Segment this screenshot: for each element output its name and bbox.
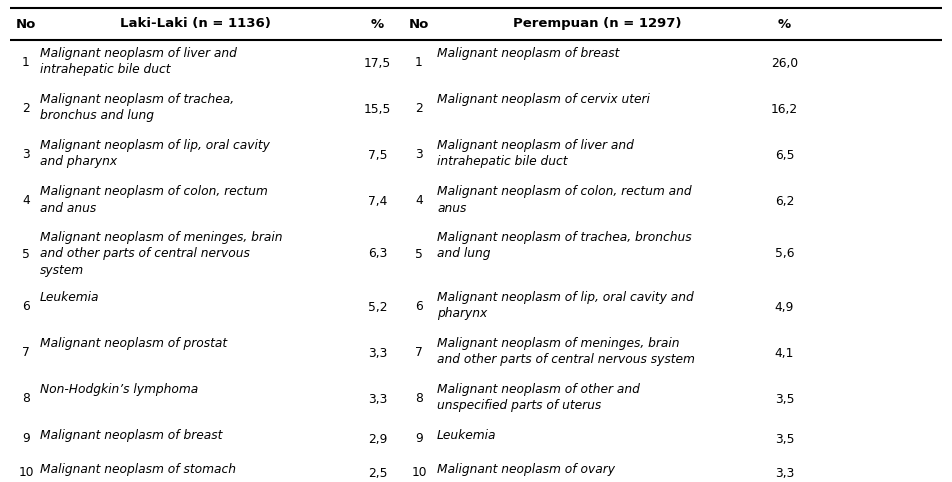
Text: 1: 1 <box>22 56 30 69</box>
Text: Malignant neoplasm of ovary: Malignant neoplasm of ovary <box>437 463 615 476</box>
Text: 15,5: 15,5 <box>364 103 391 116</box>
Text: 7,4: 7,4 <box>367 195 387 207</box>
Text: 16,2: 16,2 <box>771 103 798 116</box>
Text: Malignant neoplasm of colon, rectum
and anus: Malignant neoplasm of colon, rectum and … <box>40 185 268 214</box>
Text: Malignant neoplasm of lip, oral cavity
and pharynx: Malignant neoplasm of lip, oral cavity a… <box>40 139 269 169</box>
Text: 10: 10 <box>411 467 426 480</box>
Text: 7: 7 <box>22 347 30 360</box>
Text: Perempuan (n = 1297): Perempuan (n = 1297) <box>513 17 682 30</box>
Text: Malignant neoplasm of colon, rectum and
anus: Malignant neoplasm of colon, rectum and … <box>437 185 691 214</box>
Text: 4,9: 4,9 <box>775 300 794 313</box>
Text: %: % <box>778 17 791 30</box>
Text: Malignant neoplasm of prostat: Malignant neoplasm of prostat <box>40 337 228 350</box>
Text: 6: 6 <box>22 300 30 313</box>
Text: 3,3: 3,3 <box>367 347 387 360</box>
Text: Malignant neoplasm of breast: Malignant neoplasm of breast <box>437 47 620 60</box>
Text: No: No <box>16 17 36 30</box>
Text: Malignant neoplasm of cervix uteri: Malignant neoplasm of cervix uteri <box>437 93 650 106</box>
Text: 26,0: 26,0 <box>771 56 798 69</box>
Text: 3,3: 3,3 <box>775 467 794 480</box>
Text: Malignant neoplasm of trachea,
bronchus and lung: Malignant neoplasm of trachea, bronchus … <box>40 93 234 122</box>
Text: Non-Hodgkin’s lymphoma: Non-Hodgkin’s lymphoma <box>40 383 198 396</box>
Text: 6: 6 <box>415 300 423 313</box>
Text: 3: 3 <box>22 148 30 161</box>
Text: 3: 3 <box>415 148 423 161</box>
Text: 5,2: 5,2 <box>367 300 387 313</box>
Text: 6,5: 6,5 <box>775 148 794 161</box>
Text: Malignant neoplasm of other and
unspecified parts of uterus: Malignant neoplasm of other and unspecif… <box>437 383 640 413</box>
Text: 7,5: 7,5 <box>367 148 387 161</box>
Text: 2: 2 <box>415 103 423 116</box>
Text: Malignant neoplasm of stomach: Malignant neoplasm of stomach <box>40 463 236 476</box>
Text: Laki-Laki (n = 1136): Laki-Laki (n = 1136) <box>120 17 270 30</box>
Text: No: No <box>408 17 429 30</box>
Text: Leukemia: Leukemia <box>40 291 100 304</box>
Text: 10: 10 <box>18 467 33 480</box>
Text: 4,1: 4,1 <box>775 347 794 360</box>
Text: %: % <box>371 17 384 30</box>
Text: 3,3: 3,3 <box>367 392 387 405</box>
Text: 8: 8 <box>415 392 423 405</box>
Text: 7: 7 <box>415 347 423 360</box>
Text: 1: 1 <box>415 56 423 69</box>
Text: Malignant neoplasm of meninges, brain
and other parts of central nervous
system: Malignant neoplasm of meninges, brain an… <box>40 231 283 277</box>
Text: Malignant neoplasm of trachea, bronchus
and lung: Malignant neoplasm of trachea, bronchus … <box>437 231 691 260</box>
Text: 9: 9 <box>22 432 30 445</box>
Text: 9: 9 <box>415 432 423 445</box>
Text: 4: 4 <box>22 195 30 207</box>
Text: 2: 2 <box>22 103 30 116</box>
Text: 6,2: 6,2 <box>775 195 794 207</box>
Text: Malignant neoplasm of meninges, brain
and other parts of central nervous system: Malignant neoplasm of meninges, brain an… <box>437 337 695 366</box>
Text: Malignant neoplasm of lip, oral cavity and
pharynx: Malignant neoplasm of lip, oral cavity a… <box>437 291 694 321</box>
Text: 4: 4 <box>415 195 423 207</box>
Text: 2,5: 2,5 <box>367 467 387 480</box>
Text: 5: 5 <box>22 247 30 260</box>
Text: 8: 8 <box>22 392 30 405</box>
Text: 6,3: 6,3 <box>367 247 387 260</box>
Text: Malignant neoplasm of liver and
intrahepatic bile duct: Malignant neoplasm of liver and intrahep… <box>437 139 634 169</box>
Text: Malignant neoplasm of liver and
intrahepatic bile duct: Malignant neoplasm of liver and intrahep… <box>40 47 237 77</box>
Text: 3,5: 3,5 <box>775 432 794 445</box>
Text: Leukemia: Leukemia <box>437 429 497 442</box>
Text: 5: 5 <box>415 247 423 260</box>
Text: Malignant neoplasm of breast: Malignant neoplasm of breast <box>40 429 223 442</box>
Text: 5,6: 5,6 <box>775 247 794 260</box>
Text: 17,5: 17,5 <box>364 56 391 69</box>
Text: 2,9: 2,9 <box>367 432 387 445</box>
Text: 3,5: 3,5 <box>775 392 794 405</box>
